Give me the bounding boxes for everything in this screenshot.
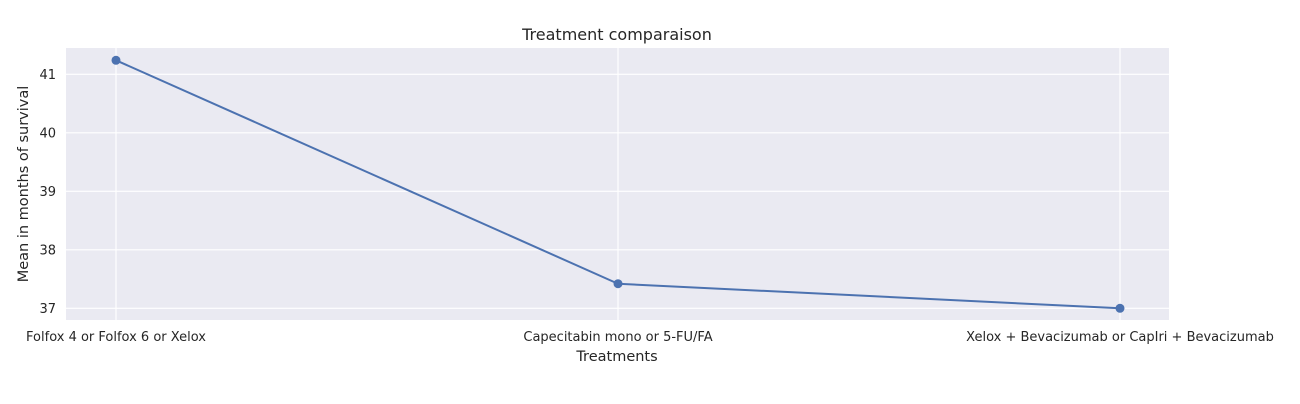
data-point: [613, 279, 623, 289]
x-tick-label: Folfox 4 or Folfox 6 or Xelox: [26, 330, 206, 345]
data-point: [1115, 303, 1125, 313]
y-tick-labels: 37 38 39 40 41: [39, 68, 56, 317]
x-tick-labels: Folfox 4 or Folfox 6 or Xelox Capecitabin…: [26, 330, 1274, 345]
y-tick-label: 40: [39, 126, 56, 141]
y-tick-label: 38: [39, 243, 56, 258]
chart-title: Treatment comparaison: [521, 25, 712, 44]
y-tick-label: 41: [39, 68, 56, 83]
y-tick-label: 37: [39, 302, 56, 317]
x-tick-label: Xelox + Bevacizumab or CapIri + Bevacizu…: [966, 330, 1274, 345]
data-point: [111, 55, 121, 65]
series-layer: [111, 55, 1125, 313]
grid-lines: [66, 48, 1169, 320]
x-axis-title: Treatments: [575, 349, 657, 365]
y-axis-title: Mean in months of survival: [16, 86, 32, 283]
x-tick-label: Capecitabin mono or 5-FU/FA: [523, 330, 712, 345]
y-tick-label: 39: [39, 185, 56, 200]
